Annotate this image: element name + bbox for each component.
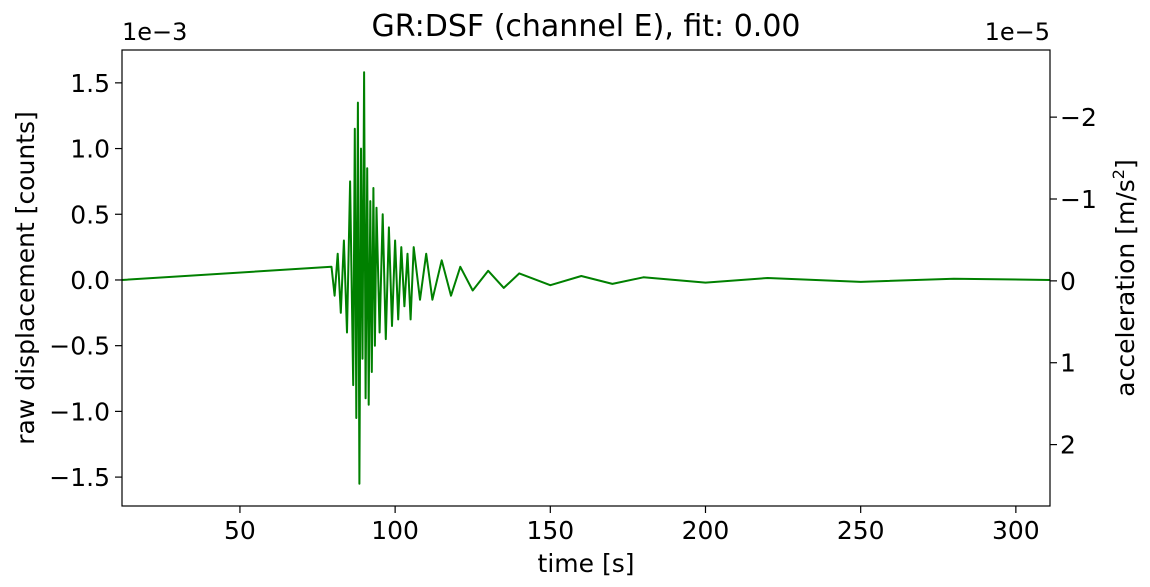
y-axis-ticks: −1.5 −1.0 −0.5 0.0 0.5 1.0 1.5 [49, 69, 122, 492]
chart-title: GR:DSF (channel E), fit: 0.00 [372, 9, 801, 44]
y2-tick-label: 2 [1060, 431, 1076, 460]
y2-tick-label: −2 [1060, 103, 1097, 132]
y-tick-label: 0.5 [70, 200, 110, 229]
y2-axis-offset-text: 1e−5 [985, 18, 1050, 46]
y2-tick-label: −1 [1060, 185, 1097, 214]
plot-frame [121, 49, 1051, 507]
y-tick-label: 1.5 [70, 69, 110, 98]
x-axis-label: time [s] [538, 549, 635, 578]
y-tick-label: −1.5 [49, 463, 110, 492]
x-axis-ticks: 50 100 150 200 250 300 [224, 506, 1040, 545]
y-axis-offset-text: 1e−3 [122, 18, 187, 46]
x-tick-label: 150 [526, 516, 574, 545]
y-axis-label: raw displacement [counts] [11, 111, 40, 444]
x-tick-label: 50 [224, 516, 256, 545]
y2-axis-ticks: 2 1 0 −1 −2 [1050, 103, 1097, 460]
y2-tick-label: 0 [1060, 267, 1076, 296]
y-tick-label: −1.0 [49, 397, 110, 426]
y2-axis-label: acceleration [m/s2] [1109, 159, 1140, 396]
x-tick-label: 300 [992, 516, 1040, 545]
y-tick-label: 0.0 [70, 266, 110, 295]
x-tick-label: 100 [371, 516, 419, 545]
y-tick-label: 1.0 [70, 135, 110, 164]
y-tick-label: −0.5 [49, 332, 110, 361]
x-tick-label: 250 [837, 516, 885, 545]
x-tick-label: 200 [682, 516, 730, 545]
y2-tick-label: 1 [1060, 349, 1076, 378]
displacement-trace [121, 71, 1051, 485]
